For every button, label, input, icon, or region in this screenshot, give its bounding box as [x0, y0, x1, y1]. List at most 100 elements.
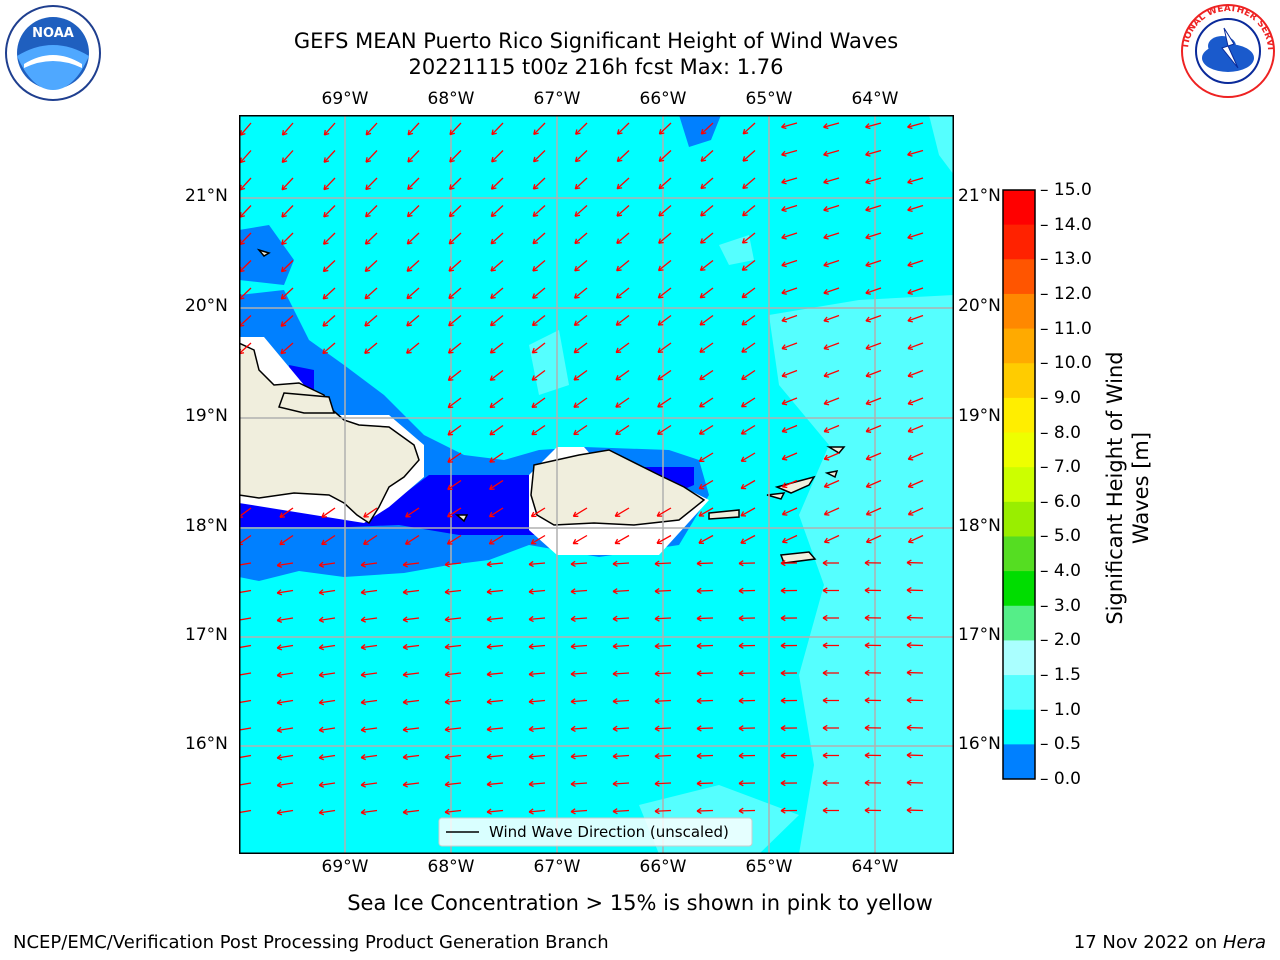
wave-arrow [361, 809, 378, 814]
wave-arrow-head [824, 541, 830, 544]
wave-arrow-head [700, 128, 704, 135]
wave-arrow-head [616, 214, 623, 217]
wave-arrow-head [865, 288, 870, 294]
wave-arrow [448, 205, 462, 218]
wave-arrow-head [906, 644, 912, 649]
wave-arrow-head [741, 320, 745, 326]
wave-arrow-head [318, 647, 325, 651]
wave-arrow-head [906, 807, 912, 811]
wave-arrow [740, 452, 756, 462]
wave-arrow [781, 397, 798, 405]
wave-arrow [407, 177, 420, 190]
wave-arrow [403, 562, 420, 566]
wave-arrow-head [740, 511, 745, 517]
wave-arrow-head [574, 241, 580, 245]
wave-arrow-head [276, 784, 283, 788]
wave-arrow-head [490, 269, 497, 272]
lon-label: 65°W [745, 89, 793, 109]
wave-arrow-head [321, 539, 325, 545]
wave-arrow-head [865, 371, 870, 377]
wave-arrow-head [654, 642, 660, 647]
wave-arrow-head [780, 810, 786, 814]
wave-arrow-head [823, 320, 829, 323]
wave-arrow-head [738, 780, 744, 784]
wave-arrow-head [654, 560, 660, 565]
wave-arrow-head [616, 265, 619, 271]
wave-arrow-head [907, 482, 912, 488]
wave-arrow-head [738, 642, 744, 647]
wave-arrow-head [489, 484, 493, 490]
wave-arrow-head [406, 324, 412, 327]
wave-arrow-head [281, 242, 287, 245]
wave-arrow-head [612, 615, 618, 620]
wave-arrow-head [322, 321, 326, 327]
wave-arrow-head [448, 238, 452, 245]
wave-arrow [321, 534, 336, 545]
wave-arrow-head [781, 209, 787, 213]
wave-arrow [239, 287, 252, 300]
wave-arrow [570, 672, 588, 675]
wave-arrow-head [532, 238, 536, 244]
wave-arrow [487, 782, 504, 786]
wave-arrow-head [528, 646, 534, 650]
wave-arrow [740, 534, 756, 544]
wave-arrow [239, 342, 252, 355]
colorbar-segment [1003, 675, 1035, 711]
wave-arrow [319, 809, 336, 814]
wave-arrow [907, 149, 924, 156]
wave-arrow-head [532, 324, 538, 327]
wave-arrow [447, 397, 462, 409]
wave-arrow-head [823, 316, 828, 322]
wave-arrow-head [360, 729, 366, 733]
wave-arrow-head [360, 757, 366, 761]
wave-arrow-head [864, 642, 870, 646]
wave-arrow [657, 369, 672, 381]
wave-arrow-head [318, 809, 324, 814]
wave-arrow [532, 260, 546, 272]
wave-arrow-head [449, 132, 456, 136]
wave-arrow-head [616, 269, 622, 272]
wave-arrow [573, 424, 588, 436]
wave-arrow [361, 754, 378, 759]
wave-arrow [741, 397, 756, 408]
wave-arrow-head [780, 697, 786, 702]
wave-arrow-head [448, 269, 455, 272]
wave-arrow [281, 150, 294, 163]
wave-arrow [532, 177, 546, 190]
wave-arrow-head [781, 316, 786, 322]
colorbar-tick-label: – 1.0 [1040, 699, 1081, 720]
wave-arrow-head [318, 812, 325, 816]
wave-arrow [239, 617, 252, 621]
wave-arrow-head [574, 211, 578, 217]
wave-arrow-head [276, 619, 283, 623]
wave-arrow-head [615, 429, 619, 435]
wave-arrow-head [612, 780, 618, 785]
wave-arrow-head [654, 587, 660, 592]
wave-arrow [490, 287, 504, 299]
wave-arrow-head [738, 617, 744, 622]
wave-arrow [570, 644, 588, 648]
wave-arrow-head [657, 265, 661, 271]
wave-arrow [449, 122, 462, 136]
wave-arrow-head [318, 674, 325, 678]
wave-arrow-head [823, 264, 829, 268]
wave-arrow-head [402, 784, 408, 788]
wave-arrow-head [360, 754, 366, 759]
wave-arrow-head [738, 562, 744, 567]
wave-arrow-head [448, 266, 452, 272]
wave-arrow [781, 287, 798, 294]
wave-arrow [529, 672, 546, 676]
wave-arrow-head [406, 266, 410, 272]
wave-arrow [696, 809, 714, 812]
wave-arrow-head [570, 673, 576, 678]
wave-arrow-head [654, 807, 660, 812]
wave-arrow-head [699, 347, 703, 353]
wave-arrow [575, 122, 588, 135]
wave-arrow-head [533, 214, 539, 217]
wave-arrow-head [360, 699, 366, 704]
colorbar-segment [1003, 640, 1035, 676]
wave-arrow-head [322, 266, 326, 272]
wave-arrow-head [360, 619, 366, 623]
wave-arrow-head [823, 261, 828, 266]
wave-arrow-head [823, 375, 830, 378]
